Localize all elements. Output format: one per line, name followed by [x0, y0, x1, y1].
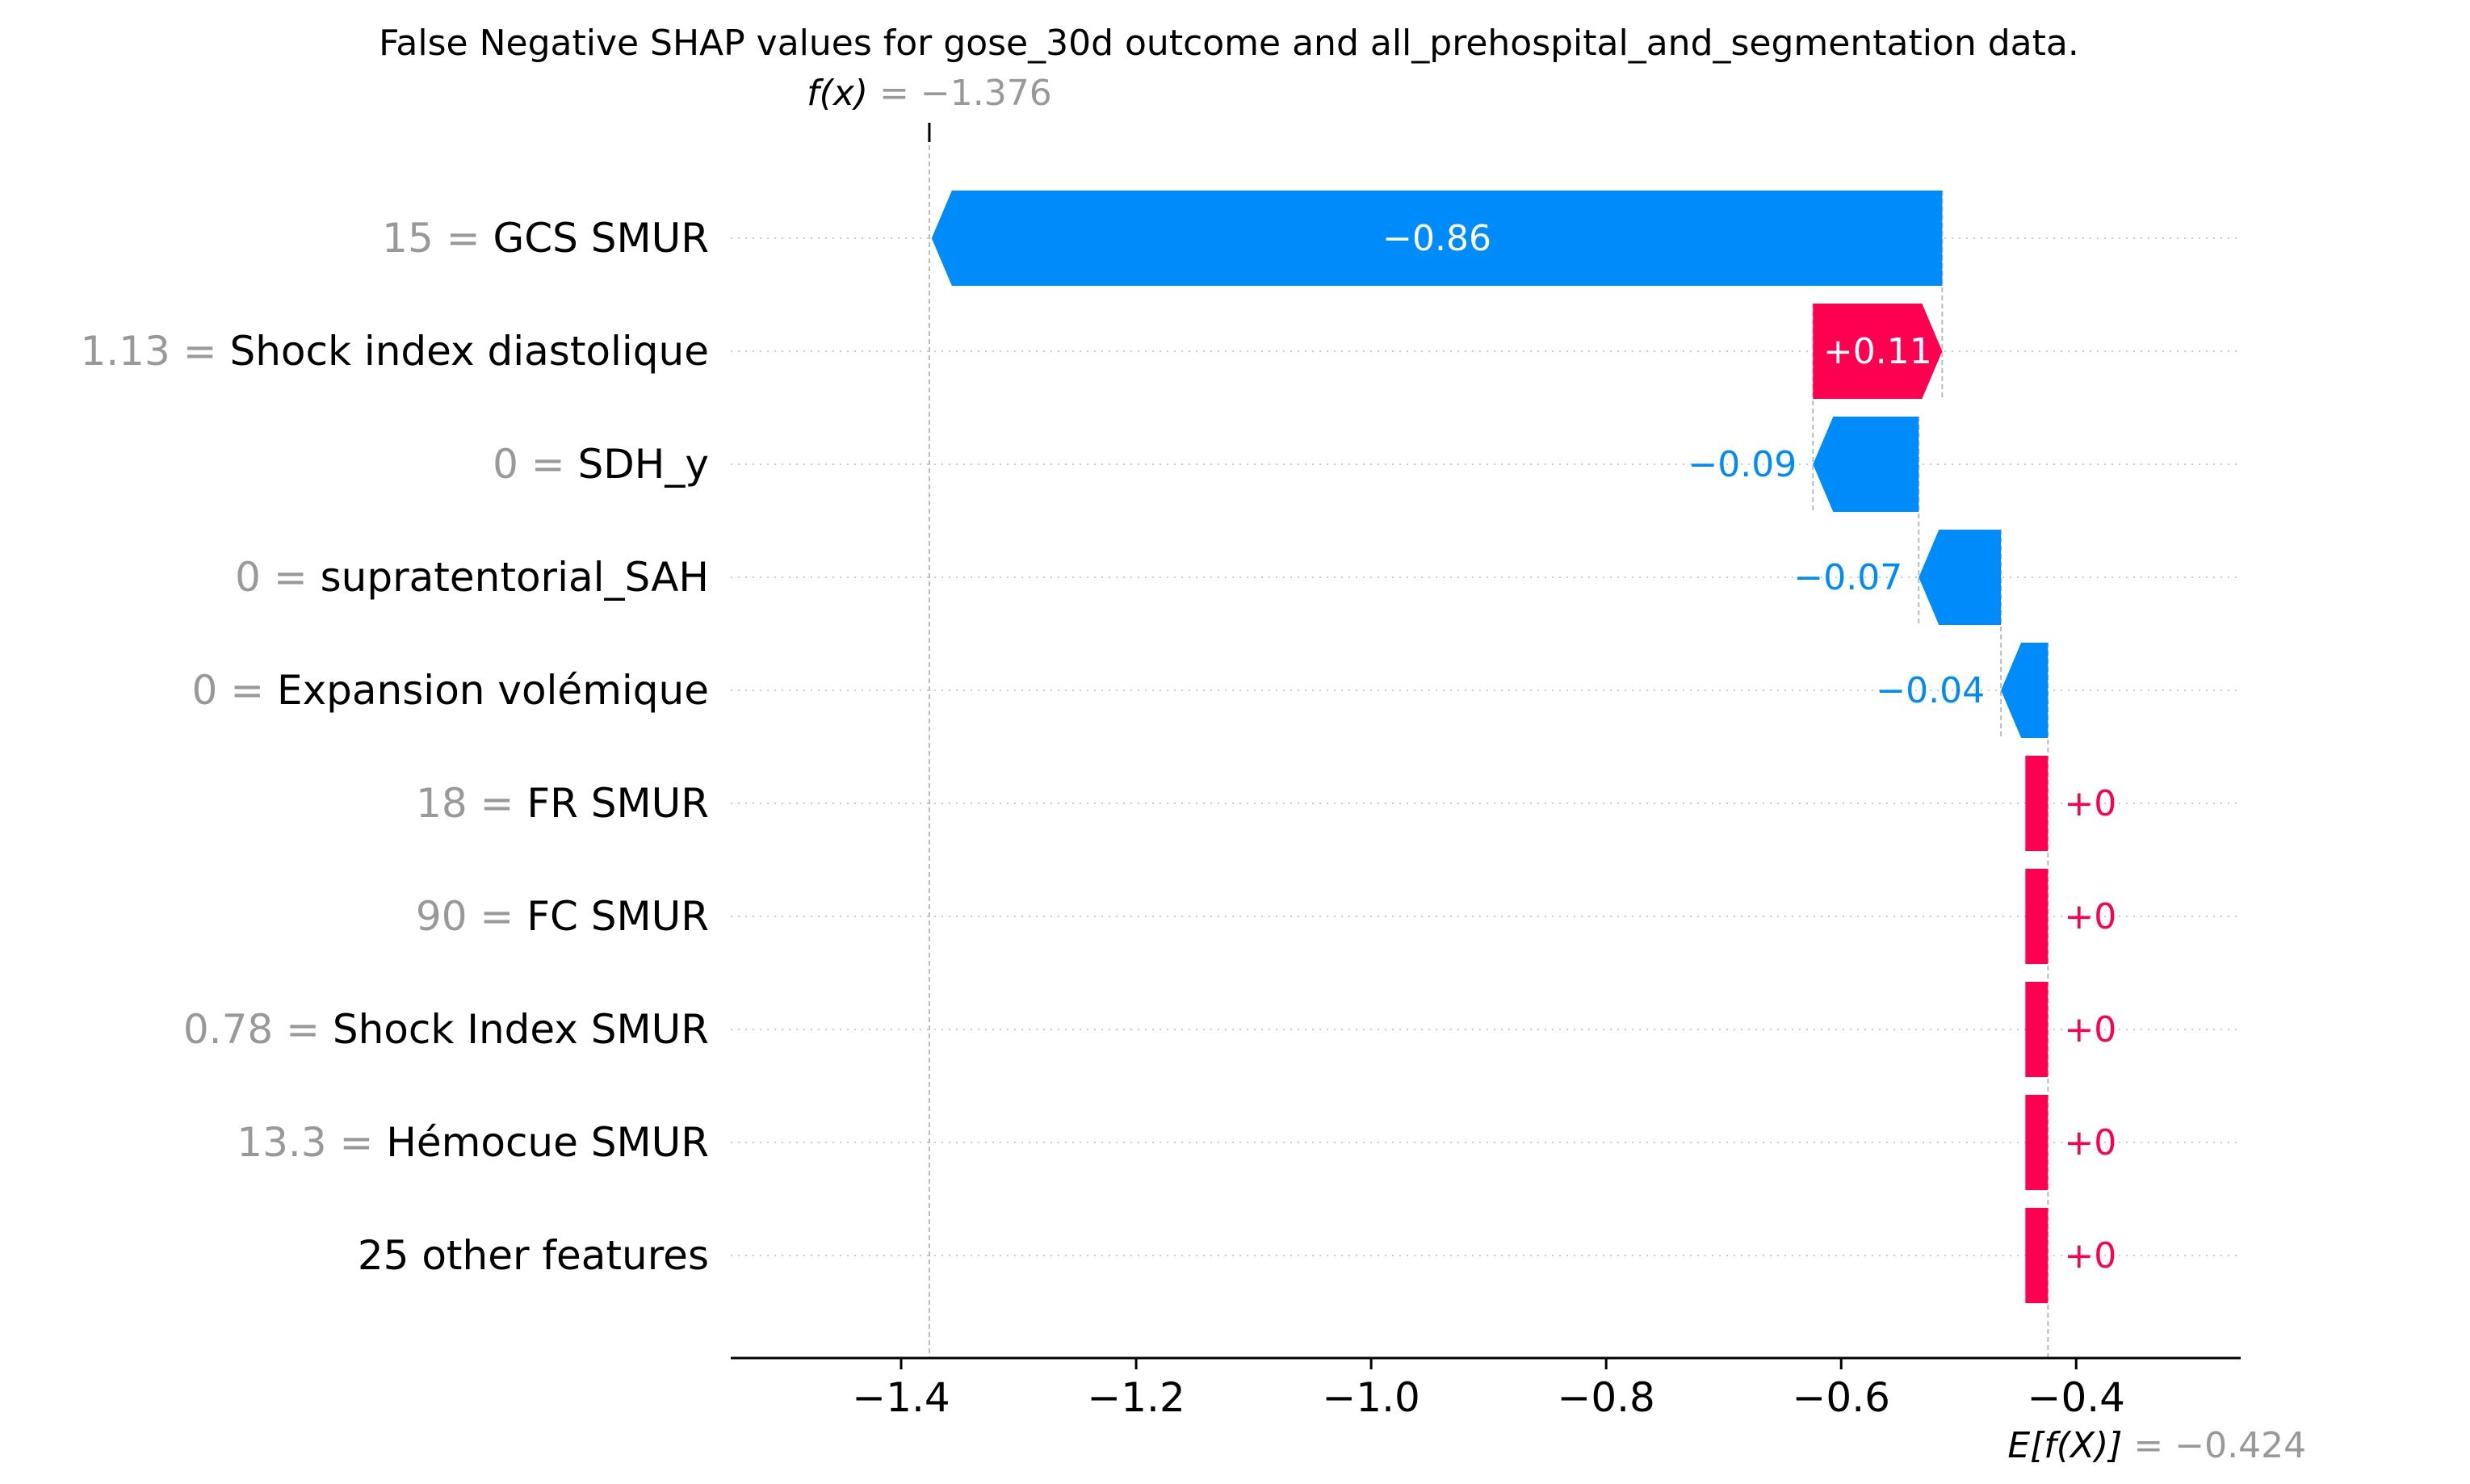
feature-value: 15 = — [382, 215, 493, 262]
chart-title: False Negative SHAP values for gose_30d … — [379, 23, 2079, 64]
feature-value: 1.13 = — [80, 328, 229, 375]
annotations: f(x) = −1.376 E[f(X)] = −0.424 — [807, 73, 2306, 1466]
feature-label: 90 = FC SMUR — [416, 893, 709, 940]
bar-value-label: +0.11 — [1823, 331, 1932, 372]
bars — [931, 191, 2049, 1303]
x-tick-label: −1.4 — [852, 1374, 950, 1421]
feature-value: 0 = — [235, 554, 321, 601]
bar-value-label: −0.09 — [1688, 444, 1797, 485]
feature-name: FR SMUR — [526, 780, 709, 827]
feature-label: 13.3 = Hémocue SMUR — [237, 1119, 709, 1166]
feature-value: 0 = — [192, 667, 278, 714]
feature-name: Shock index diastolique — [229, 328, 709, 375]
bar-value-label: −0.86 — [1382, 218, 1491, 259]
bar-value-label: +0 — [2064, 783, 2116, 824]
feature-label: 0.78 = Shock Index SMUR — [183, 1006, 709, 1053]
feature-value: 18 = — [416, 780, 526, 827]
feature-name: Expansion volémique — [277, 667, 709, 714]
row-gridlines — [731, 237, 2241, 1256]
feature-label: 18 = FR SMUR — [416, 780, 709, 827]
bar-value-label: −0.04 — [1876, 670, 1985, 711]
shap-bar — [2025, 982, 2049, 1077]
shap-bar — [2001, 643, 2049, 738]
x-axis: −1.4 −1.2 −1.0 −0.8 −0.6 −0.4 — [731, 1356, 2241, 1421]
feature-name: Shock Index SMUR — [333, 1006, 709, 1053]
bar-value-label: +0 — [2064, 1009, 2116, 1050]
bar-value-label: +0 — [2064, 1235, 2116, 1276]
bar-value-label: −0.07 — [1793, 557, 1902, 598]
fx-label: f(x) — [807, 73, 868, 114]
base-label: E[f(X)] — [2007, 1425, 2122, 1466]
bar-value-label: +0 — [2064, 896, 2116, 937]
shap-bar — [931, 191, 1943, 286]
x-tick-label: −0.8 — [1557, 1374, 1654, 1421]
feature-name: SDH_y — [578, 441, 709, 488]
feature-name: supratentorial_SAH — [321, 554, 709, 601]
feature-labels: 15 = GCS SMUR 1.13 = Shock index diastol… — [80, 215, 709, 1279]
feature-label: 15 = GCS SMUR — [382, 215, 709, 262]
fx-annotation: f(x) = −1.376 — [807, 73, 1052, 114]
shap-bar — [2025, 756, 2049, 851]
shap-bar — [2025, 869, 2049, 964]
shap-bar — [1919, 530, 2002, 625]
feature-value: 13.3 = — [237, 1119, 386, 1166]
bar-value-label: +0 — [2064, 1122, 2116, 1163]
shap-bar — [1813, 304, 1943, 399]
feature-label: 0 = Expansion volémique — [192, 667, 710, 714]
x-tick-label: −1.0 — [1322, 1374, 1420, 1421]
shap-bar — [2025, 1095, 2049, 1190]
x-tick-label: −1.2 — [1087, 1374, 1185, 1421]
feature-value: 0 = — [493, 441, 578, 488]
x-tick-label: −0.6 — [1793, 1374, 1890, 1421]
feature-label: 25 other features — [358, 1232, 709, 1279]
bar-labels: −0.86 +0.11 −0.09 −0.07 −0.04 +0 +0 +0 +0 +0 — [1382, 218, 2116, 1276]
feature-label: 0 = supratentorial_SAH — [235, 554, 709, 601]
feature-name: FC SMUR — [526, 893, 709, 940]
feature-value: 90 = — [416, 893, 526, 940]
feature-value: 0.78 = — [183, 1006, 333, 1053]
feature-name: GCS SMUR — [493, 215, 709, 262]
feature-label: 1.13 = Shock index diastolique — [80, 328, 709, 375]
feature-label: 0 = SDH_y — [493, 441, 709, 488]
feature-name: Hémocue SMUR — [386, 1119, 709, 1166]
base-annotation: E[f(X)] = −0.424 — [2007, 1425, 2306, 1466]
x-tick-label: −0.4 — [2028, 1374, 2125, 1421]
shap-bar — [1813, 417, 1919, 512]
feature-name: 25 other features — [358, 1232, 709, 1279]
shap-bar — [2025, 1208, 2049, 1303]
base-value: = −0.424 — [2122, 1425, 2306, 1466]
fx-value: = −1.376 — [868, 73, 1052, 114]
